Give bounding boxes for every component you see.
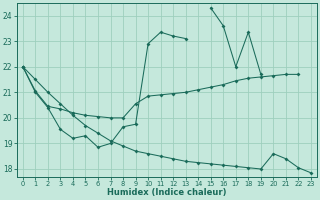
X-axis label: Humidex (Indice chaleur): Humidex (Indice chaleur) <box>107 188 227 197</box>
